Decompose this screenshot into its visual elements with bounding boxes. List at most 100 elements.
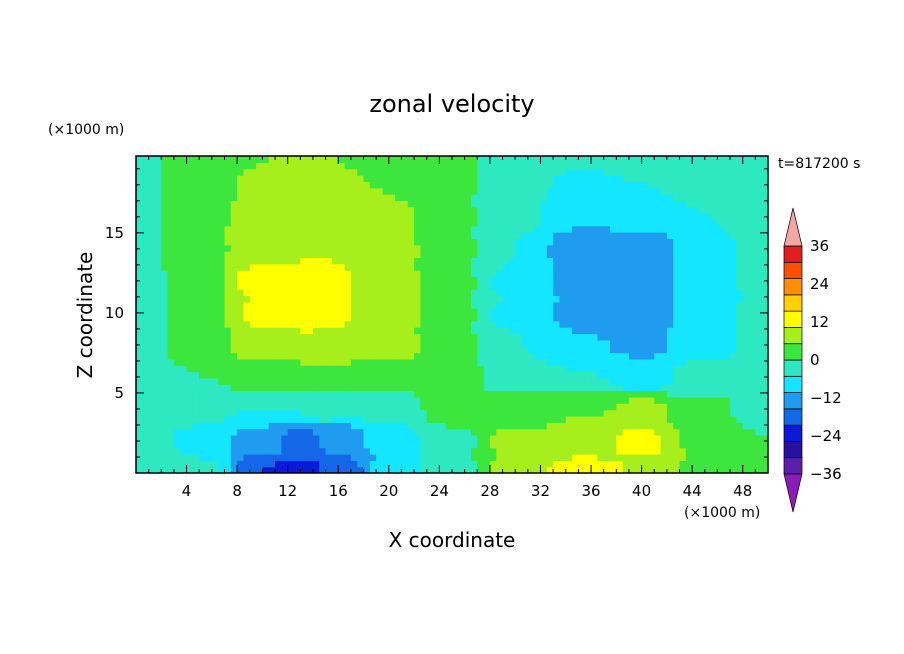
contour-cell bbox=[344, 371, 352, 379]
contour-cell bbox=[559, 257, 567, 265]
contour-cell bbox=[344, 181, 352, 189]
contour-cell bbox=[666, 162, 674, 170]
contour-cell bbox=[154, 219, 162, 227]
contour-cell bbox=[218, 206, 226, 214]
contour-cell bbox=[508, 276, 516, 284]
contour-cell bbox=[527, 175, 535, 182]
contour-cell bbox=[167, 257, 175, 265]
contour-cell bbox=[357, 365, 365, 373]
contour-cell bbox=[243, 162, 251, 170]
contour-cell bbox=[489, 263, 497, 271]
contour-cell bbox=[685, 390, 693, 398]
contour-cell bbox=[154, 384, 162, 392]
contour-cell bbox=[635, 333, 643, 341]
contour-cell bbox=[622, 314, 630, 322]
contour-cell bbox=[635, 232, 643, 240]
contour-cell bbox=[515, 232, 523, 240]
contour-cell bbox=[420, 466, 428, 473]
contour-cell bbox=[180, 460, 188, 468]
contour-cell bbox=[717, 282, 725, 290]
contour-cell bbox=[717, 422, 725, 430]
contour-cell bbox=[553, 219, 561, 227]
contour-cell bbox=[154, 181, 162, 189]
contour-cell bbox=[350, 346, 358, 354]
contour-cell bbox=[647, 441, 655, 449]
contour-cell bbox=[565, 213, 573, 220]
contour-cell bbox=[755, 168, 763, 176]
contour-cell bbox=[546, 301, 554, 309]
contour-cell bbox=[199, 377, 207, 385]
contour-cell bbox=[597, 200, 605, 208]
contour-cell bbox=[325, 453, 333, 461]
contour-cell bbox=[300, 200, 308, 208]
contour-cell bbox=[363, 175, 371, 182]
contour-cell bbox=[407, 194, 415, 201]
contour-cell bbox=[616, 238, 624, 246]
contour-cell bbox=[268, 358, 276, 366]
contour-cell bbox=[192, 308, 200, 316]
contour-cell bbox=[641, 270, 649, 278]
contour-cell bbox=[603, 396, 611, 404]
contour-cell bbox=[698, 181, 706, 189]
contour-cell bbox=[350, 428, 358, 436]
contour-cell bbox=[350, 194, 358, 201]
time-label: t=817200 s bbox=[778, 156, 860, 172]
contour-cell bbox=[300, 270, 308, 278]
contour-cell bbox=[603, 434, 611, 442]
contour-cell bbox=[578, 434, 586, 442]
contour-cell bbox=[534, 346, 542, 354]
contour-cell bbox=[559, 339, 567, 347]
contour-cell bbox=[211, 156, 219, 163]
contour-cell bbox=[199, 371, 207, 379]
contour-cell bbox=[224, 168, 232, 176]
contour-cell bbox=[369, 327, 377, 335]
contour-cell bbox=[559, 327, 567, 335]
contour-cell bbox=[673, 390, 681, 398]
contour-cell bbox=[154, 403, 162, 411]
contour-cell bbox=[685, 219, 693, 227]
contour-cell bbox=[673, 346, 681, 354]
contour-cell bbox=[338, 232, 346, 240]
contour-cell bbox=[704, 447, 712, 455]
contour-cell bbox=[192, 434, 200, 442]
contour-cell bbox=[357, 156, 365, 163]
contour-cell bbox=[515, 466, 523, 473]
contour-cell bbox=[572, 428, 579, 436]
contour-cell bbox=[357, 225, 365, 233]
contour-cell bbox=[256, 371, 263, 379]
contour-cell bbox=[546, 371, 554, 379]
contour-cell bbox=[192, 352, 200, 360]
contour-cell bbox=[489, 441, 497, 449]
contour-cell bbox=[591, 219, 598, 227]
contour-cell bbox=[344, 428, 352, 436]
contour-cell bbox=[312, 365, 320, 373]
contour-cell bbox=[610, 244, 617, 252]
contour-cell bbox=[679, 352, 687, 360]
contour-cell bbox=[294, 447, 301, 455]
contour-cell bbox=[755, 263, 763, 271]
contour-cell bbox=[161, 434, 169, 442]
contour-cell bbox=[578, 251, 586, 259]
contour-cell bbox=[591, 156, 598, 163]
contour-cell bbox=[268, 422, 276, 430]
contour-cell bbox=[180, 181, 188, 189]
contour-cell bbox=[249, 365, 257, 373]
contour-cell bbox=[275, 409, 282, 417]
contour-cell bbox=[287, 365, 295, 373]
contour-cell bbox=[515, 263, 523, 271]
contour-cell bbox=[464, 358, 472, 366]
contour-cell bbox=[167, 225, 175, 233]
contour-cell bbox=[331, 415, 339, 423]
contour-cell bbox=[180, 257, 188, 265]
contour-cell bbox=[325, 384, 333, 392]
contour-cell bbox=[136, 396, 143, 404]
contour-cell bbox=[496, 162, 504, 170]
contour-cell bbox=[401, 327, 409, 335]
contour-cell bbox=[730, 339, 737, 347]
contour-cell bbox=[256, 200, 263, 208]
contour-cell bbox=[136, 447, 143, 455]
contour-cell bbox=[572, 270, 579, 278]
contour-cell bbox=[679, 263, 687, 271]
contour-cell bbox=[622, 453, 630, 461]
contour-cell bbox=[426, 232, 434, 240]
